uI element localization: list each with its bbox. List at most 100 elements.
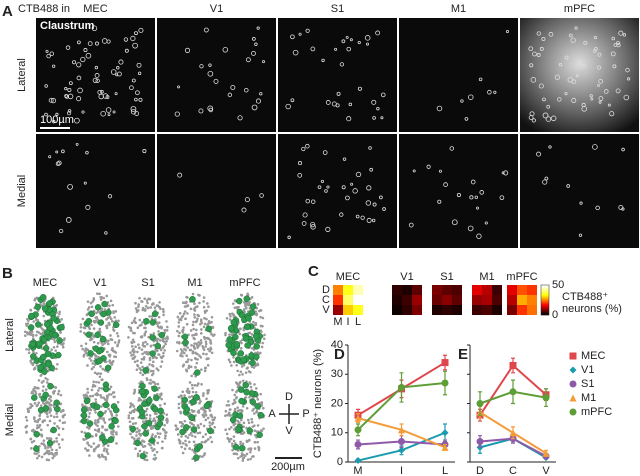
cell	[76, 75, 82, 81]
colorbar	[541, 286, 549, 288]
cell	[134, 301, 137, 305]
cell	[56, 392, 60, 396]
cell	[164, 342, 167, 346]
cell	[59, 331, 62, 334]
cell	[157, 435, 161, 439]
cell	[44, 401, 48, 405]
cell	[198, 108, 204, 114]
labeled-cell	[40, 336, 48, 343]
cell	[191, 386, 194, 390]
heat-cell	[412, 305, 422, 315]
labeled-cell	[112, 406, 120, 414]
cell	[48, 419, 52, 423]
cell	[193, 316, 197, 319]
cell	[132, 356, 136, 360]
cell	[48, 411, 51, 414]
labeled-cell	[256, 431, 263, 439]
cell	[134, 31, 138, 36]
cell	[239, 440, 242, 444]
cell	[91, 362, 95, 365]
compass-label: D	[285, 391, 293, 403]
cell	[142, 345, 146, 348]
cell	[115, 414, 118, 417]
cell	[134, 421, 138, 425]
labeled-cell	[80, 412, 88, 419]
cell	[408, 222, 414, 228]
cell	[136, 326, 140, 330]
heat-cell	[482, 305, 492, 315]
cell	[205, 317, 208, 321]
cell	[112, 310, 115, 313]
cell	[571, 97, 577, 103]
cell	[234, 452, 237, 455]
cell	[263, 333, 266, 337]
cell	[352, 188, 358, 194]
cell	[104, 457, 108, 461]
panel-letter: E	[458, 346, 468, 363]
cell	[129, 351, 132, 354]
labeled-cell	[243, 323, 251, 331]
cell	[251, 409, 254, 412]
cell	[155, 322, 159, 326]
cell	[105, 450, 109, 453]
labeled-cell	[248, 390, 256, 397]
cell	[117, 425, 120, 428]
cell	[44, 112, 48, 117]
labeled-cell	[84, 432, 92, 439]
cell	[177, 172, 183, 178]
cell	[180, 435, 183, 438]
cell	[45, 49, 49, 53]
cell	[181, 422, 185, 426]
cell	[438, 169, 442, 173]
cell	[130, 345, 134, 348]
cell	[110, 69, 117, 75]
cell	[234, 381, 238, 384]
cell	[161, 346, 165, 350]
cell	[77, 87, 83, 94]
colorbar-tick: 50	[552, 279, 564, 291]
cell	[623, 94, 630, 101]
cell	[190, 395, 194, 398]
cell	[595, 205, 600, 211]
cell	[130, 106, 137, 112]
colorbar	[541, 301, 549, 303]
column-header: V1	[93, 277, 106, 289]
cell	[581, 106, 587, 112]
cell	[174, 424, 178, 428]
labeled-cell	[253, 353, 260, 361]
cell	[50, 348, 54, 351]
heat-cell	[343, 305, 353, 315]
labeled-cell	[257, 412, 265, 419]
cell	[111, 303, 115, 307]
cell	[204, 340, 208, 344]
cell	[193, 313, 196, 316]
cell	[222, 47, 229, 53]
cell	[87, 306, 91, 309]
cell	[76, 96, 82, 102]
col-label: L	[355, 316, 361, 328]
cell	[53, 340, 57, 344]
cell	[235, 348, 239, 352]
cell	[505, 29, 510, 34]
cell	[115, 73, 119, 77]
cell	[207, 357, 210, 360]
heat-cell	[412, 295, 422, 305]
cell	[150, 303, 154, 306]
cell	[255, 410, 258, 414]
cell	[124, 48, 129, 53]
cell	[80, 430, 84, 434]
cell	[94, 398, 98, 401]
cell	[85, 313, 89, 317]
labeled-cell	[86, 420, 94, 427]
cell	[49, 408, 52, 411]
cell	[103, 342, 107, 345]
cell	[310, 224, 316, 230]
labeled-cell	[194, 369, 201, 376]
cell	[253, 433, 257, 437]
colorbar-label: CTB488⁺	[562, 291, 608, 303]
cell	[57, 433, 61, 437]
cell	[301, 146, 306, 152]
cell	[244, 87, 249, 93]
legend-label: V1	[581, 364, 594, 376]
cell	[92, 327, 96, 330]
